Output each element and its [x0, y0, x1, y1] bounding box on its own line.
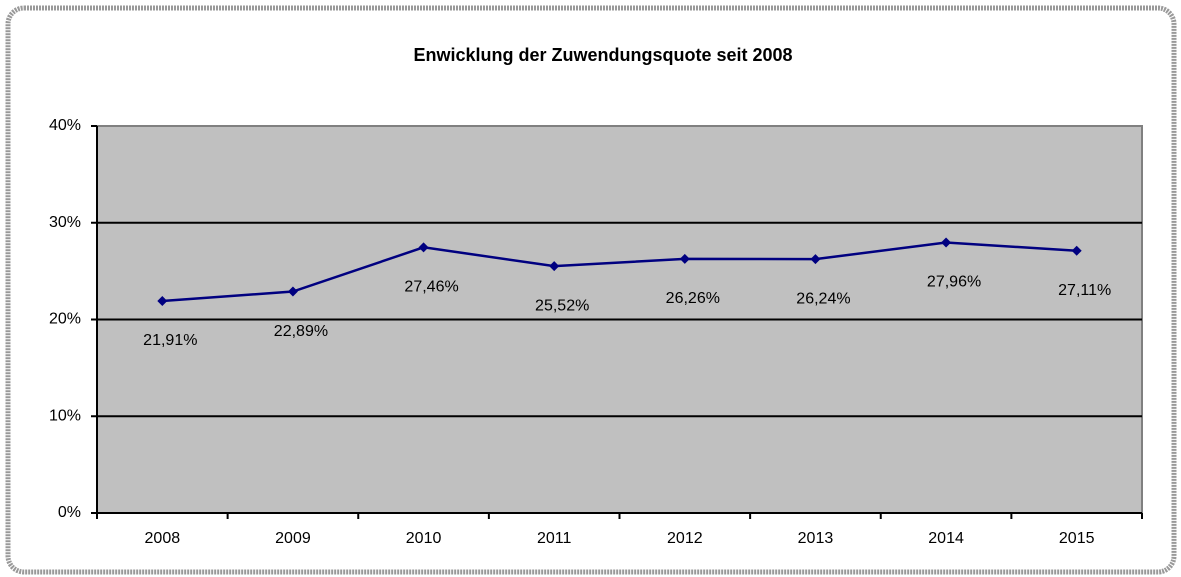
data-point — [549, 261, 560, 272]
y-tick-label: 30% — [49, 214, 81, 231]
data-label: 22,89% — [274, 323, 328, 340]
x-tick-label: 2009 — [275, 530, 311, 547]
x-tick-label: 2008 — [145, 530, 181, 547]
data-label: 26,24% — [796, 290, 850, 307]
x-tick-label: 2013 — [798, 530, 834, 547]
data-point — [1071, 245, 1082, 256]
data-label: 27,46% — [404, 279, 458, 296]
data-label: 25,52% — [535, 297, 589, 314]
data-label: 21,91% — [143, 332, 197, 349]
data-point — [287, 286, 298, 297]
data-point — [157, 296, 168, 307]
y-tick-label: 10% — [49, 407, 81, 424]
data-point — [418, 242, 429, 253]
x-tick-label: 2010 — [406, 530, 442, 547]
series-line — [162, 241, 1077, 303]
x-tick-label: 2015 — [1059, 530, 1095, 547]
y-tick-label: 40% — [49, 117, 81, 134]
y-tick-label: 0% — [58, 504, 81, 521]
x-tick-label: 2014 — [928, 530, 964, 547]
data-point — [810, 254, 821, 265]
data-label: 27,96% — [927, 274, 981, 291]
x-tick-label: 2011 — [537, 530, 572, 547]
data-point — [679, 253, 690, 264]
x-tick-label: 2012 — [667, 530, 703, 547]
chart-title: Enwicklung der Zuwendungsquote seit 2008 — [413, 45, 792, 65]
data-point — [941, 237, 952, 248]
data-label: 27,11% — [1058, 282, 1111, 299]
data-label: 26,26% — [666, 290, 720, 307]
y-tick-label: 20% — [49, 311, 81, 328]
